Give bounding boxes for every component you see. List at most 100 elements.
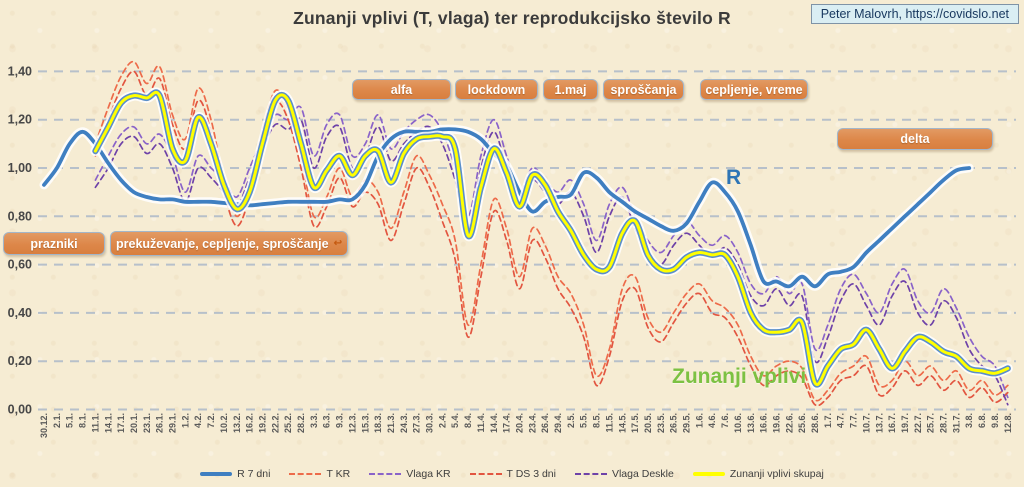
- svg-text:11.4.: 11.4.: [476, 413, 486, 433]
- svg-text:14.1.: 14.1.: [103, 413, 113, 433]
- legend-swatch-t-kr: [289, 473, 322, 475]
- svg-text:1,20: 1,20: [8, 113, 32, 127]
- svg-text:1.2.: 1.2.: [180, 413, 190, 428]
- svg-text:24.3.: 24.3.: [399, 413, 409, 433]
- svg-text:3.3.: 3.3.: [309, 413, 319, 428]
- series-vlaga-deskle: [94, 117, 1009, 406]
- svg-text:29.5.: 29.5.: [682, 413, 692, 433]
- series-vlaga-kr: [94, 105, 1009, 399]
- svg-text:10.7.: 10.7.: [861, 413, 871, 433]
- legend-swatch-t-ds-3-dni: [469, 473, 502, 475]
- svg-text:4.7.: 4.7.: [836, 413, 846, 428]
- svg-text:6.3.: 6.3.: [322, 413, 332, 428]
- attribution-box: Peter Malovrh, https://covidslo.net: [810, 4, 1019, 24]
- svg-text:5.4.: 5.4.: [450, 413, 460, 428]
- svg-text:2.1.: 2.1.: [52, 413, 62, 428]
- legend-swatch-vlaga-deskle: [574, 473, 607, 475]
- svg-text:4.6.: 4.6.: [707, 413, 717, 428]
- svg-text:29.4.: 29.4.: [553, 413, 563, 433]
- svg-text:3.8.: 3.8.: [964, 413, 974, 428]
- svg-text:26.5.: 26.5.: [669, 413, 679, 433]
- svg-text:20.5.: 20.5.: [643, 413, 653, 433]
- svg-text:14.5.: 14.5.: [617, 413, 627, 433]
- svg-text:7.2.: 7.2.: [206, 413, 216, 428]
- svg-text:0,40: 0,40: [8, 306, 32, 320]
- zunanji-vplivi-label: Zunanji vplivi: [672, 365, 807, 388]
- svg-text:5.5.: 5.5.: [579, 413, 589, 428]
- legend-item-zunanji-vplivi-skupaj: Zunanji vplivi skupaj: [692, 468, 824, 480]
- svg-text:16.2.: 16.2.: [245, 413, 255, 433]
- svg-text:0,00: 0,00: [8, 403, 32, 417]
- svg-text:15.3.: 15.3.: [360, 413, 370, 433]
- svg-text:16.6.: 16.6.: [759, 413, 769, 433]
- svg-text:22.7.: 22.7.: [913, 413, 923, 433]
- svg-text:8.4.: 8.4.: [463, 413, 473, 428]
- svg-text:9.3.: 9.3.: [335, 413, 345, 428]
- svg-text:12.3.: 12.3.: [347, 413, 357, 433]
- svg-text:19.6.: 19.6.: [771, 413, 781, 433]
- svg-text:11.5.: 11.5.: [604, 413, 614, 433]
- legend-item-t-ds-3-dni: T DS 3 dni: [469, 468, 556, 480]
- legend-swatch-r-7-dni: [200, 472, 233, 476]
- svg-text:1.7.: 1.7.: [823, 413, 833, 428]
- svg-text:26.1.: 26.1.: [155, 413, 165, 433]
- svg-text:31.7.: 31.7.: [951, 413, 961, 433]
- curved-arrow-icon: ↩: [333, 238, 342, 249]
- svg-text:17.5.: 17.5.: [630, 413, 640, 433]
- svg-text:23.1.: 23.1.: [142, 413, 152, 433]
- svg-text:25.6.: 25.6.: [797, 413, 807, 433]
- legend-label: T KR: [326, 468, 351, 480]
- annotation-box-label: delta: [900, 132, 930, 146]
- annotation-box-label: prekuževanje, cepljenje, sproščanje: [116, 236, 329, 251]
- y-axis-labels: 0,00 0,20 0,40 0,60 0,80 1,00 1,20 1,40: [8, 64, 32, 416]
- svg-text:21.3.: 21.3.: [386, 413, 396, 433]
- legend-item-vlaga-kr: Vlaga KR: [369, 468, 451, 480]
- svg-text:10.6.: 10.6.: [733, 413, 743, 433]
- svg-text:0,20: 0,20: [8, 354, 32, 368]
- svg-text:17.1.: 17.1.: [116, 413, 126, 433]
- svg-text:18.3.: 18.3.: [373, 413, 383, 433]
- svg-text:25.7.: 25.7.: [926, 413, 936, 433]
- svg-text:22.2.: 22.2.: [270, 413, 280, 433]
- svg-text:29.1.: 29.1.: [168, 413, 178, 433]
- svg-text:5.1.: 5.1.: [65, 413, 75, 428]
- svg-text:16.7.: 16.7.: [887, 413, 897, 433]
- svg-text:13.7.: 13.7.: [874, 413, 884, 433]
- svg-text:13.6.: 13.6.: [746, 413, 756, 433]
- legend-swatch-zunanji-vplivi-skupaj: [692, 472, 725, 476]
- svg-text:9.8.: 9.8.: [990, 413, 1000, 428]
- svg-text:7.6.: 7.6.: [720, 413, 730, 428]
- annotation-box-label: sproščanja: [610, 82, 677, 97]
- svg-text:26.4.: 26.4.: [540, 413, 550, 433]
- svg-text:10.2.: 10.2.: [219, 413, 229, 433]
- r-series-label: R: [726, 166, 742, 189]
- annotation-box-alfa: alfa: [352, 79, 451, 100]
- annotation-box-label: 1.maj: [554, 82, 587, 97]
- legend-item-t-kr: T KR: [289, 468, 350, 480]
- svg-text:2.4.: 2.4.: [437, 413, 447, 428]
- annotation-box-preku-evanje-cepljenje-spro-anje: prekuževanje, cepljenje, sproščanje ↩: [110, 231, 348, 256]
- legend-label: Vlaga KR: [406, 468, 451, 480]
- svg-text:6.8.: 6.8.: [977, 413, 987, 428]
- svg-text:11.1.: 11.1.: [90, 413, 100, 433]
- annotation-box-label: cepljenje, vreme: [705, 82, 803, 97]
- legend-item-r-7-dni: R 7 dni: [200, 468, 270, 480]
- svg-text:19.2.: 19.2.: [257, 413, 267, 433]
- svg-text:0,80: 0,80: [8, 209, 32, 223]
- series-r-7-dni: [39, 124, 974, 291]
- svg-text:28.6.: 28.6.: [810, 413, 820, 433]
- svg-text:23.5.: 23.5.: [656, 413, 666, 433]
- annotation-box-label: alfa: [390, 82, 413, 97]
- svg-text:19.7.: 19.7.: [900, 413, 910, 433]
- svg-text:14.4.: 14.4.: [489, 413, 499, 433]
- svg-text:12.8.: 12.8.: [1003, 413, 1013, 433]
- svg-text:28.2.: 28.2.: [296, 413, 306, 433]
- svg-text:28.7.: 28.7.: [939, 413, 949, 433]
- legend-label: Vlaga Deskle: [611, 468, 674, 480]
- svg-text:23.4.: 23.4.: [527, 413, 537, 433]
- svg-text:8.5.: 8.5.: [592, 413, 602, 428]
- svg-text:17.4.: 17.4.: [502, 413, 512, 433]
- svg-text:20.1.: 20.1.: [129, 413, 139, 433]
- svg-text:25.2.: 25.2.: [283, 413, 293, 433]
